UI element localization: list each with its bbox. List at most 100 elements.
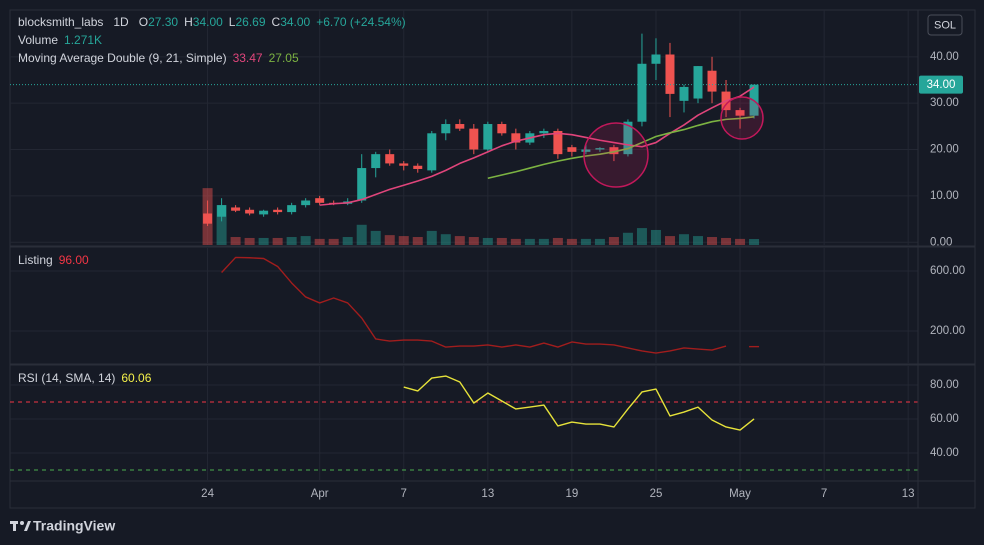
volume-bar (707, 237, 718, 245)
indicator-line (221, 256, 727, 354)
volume-bar (566, 238, 577, 245)
legend-part: Moving Average Double (9, 21, Simple) (18, 51, 227, 65)
x-tick-label: 7 (821, 488, 827, 500)
volume-bar (426, 230, 437, 245)
legend-part: 60.06 (121, 371, 151, 385)
candle-body (385, 154, 395, 164)
volume-bar (496, 237, 507, 245)
volume-bar (636, 228, 647, 245)
indicator-legend: RSI (14, SMA, 14) 60.06 (18, 371, 152, 385)
volume-bar (440, 234, 451, 245)
candle-body (497, 124, 507, 134)
x-tick-label: 19 (565, 488, 578, 500)
indicator-legend: Listing 96.00 (18, 253, 89, 267)
volume-bar (258, 237, 269, 245)
candle-body (441, 124, 451, 134)
y-tick-label: 20.00 (930, 144, 959, 156)
currency: SOL (934, 19, 956, 31)
volume-bar (693, 236, 704, 245)
volume-bar (342, 237, 353, 245)
brand: TradingView (33, 518, 115, 534)
y-tick-label: 200.00 (930, 325, 965, 337)
y-tick-label: 40.00 (930, 51, 959, 63)
volume-bar (678, 234, 689, 245)
candle-body (371, 154, 381, 169)
legend-part: 34.00 (280, 15, 310, 29)
y-tick-label: 60.00 (930, 413, 959, 425)
legend-part: 1.271K (64, 33, 102, 47)
candle-body (483, 124, 493, 150)
candle-body (609, 147, 619, 155)
candle-body (581, 149, 591, 152)
legend-part: 34.00 (193, 15, 223, 29)
legend-part: C (272, 15, 281, 29)
last-price-label: 34.00 (927, 79, 956, 91)
x-tick-label: 7 (401, 488, 407, 500)
volume-bar (384, 235, 395, 245)
volume-bar (749, 239, 760, 245)
indicator-line (403, 375, 755, 431)
highlight-circle (583, 122, 649, 188)
legend-part: Volume (18, 33, 58, 47)
legend-part: 96.00 (59, 253, 89, 267)
last-price-badge (919, 75, 963, 94)
candle-body (511, 133, 521, 143)
x-tick-label: 13 (902, 488, 915, 500)
volume-bar (650, 229, 661, 245)
volume-bar (622, 232, 633, 245)
legend-part: RSI (14, SMA, 14) (18, 371, 115, 385)
candle-body (245, 209, 255, 214)
legend-part: +6.70 (+24.54%) (316, 15, 405, 29)
volume-bar (608, 237, 619, 245)
candle-body (427, 133, 437, 171)
candle-body (567, 147, 577, 152)
chart-frame (9, 9, 976, 509)
candle-body (413, 165, 423, 169)
x-tick-label: 25 (650, 488, 663, 500)
candle-body (455, 124, 465, 129)
candle-body (665, 54, 675, 94)
volume-bar (272, 237, 283, 245)
y-tick-label: 30.00 (930, 97, 959, 109)
brand-logo (10, 521, 31, 531)
candle-body (259, 210, 269, 215)
legend-part: 26.69 (235, 15, 265, 29)
volume-bar (482, 237, 493, 245)
candle-body (315, 198, 325, 203)
candle-body (273, 209, 283, 213)
candle-body (693, 66, 703, 99)
volume-bar (538, 238, 549, 245)
x-tick-label: Apr (311, 488, 329, 500)
legend-part: blocksmith_labs (18, 15, 103, 29)
volume-bar (468, 237, 479, 245)
y-tick-label: 600.00 (930, 265, 965, 277)
candle-body (707, 70, 717, 92)
volume-bar (370, 230, 381, 245)
y-tick-label: 10.00 (930, 190, 959, 202)
candle-body (203, 213, 213, 224)
legend-part: 33.47 (233, 51, 263, 65)
candle-body (231, 207, 241, 211)
legend-part: Listing (18, 253, 53, 267)
volume-bar (286, 237, 297, 245)
candle-body (217, 205, 227, 217)
currency-badge[interactable] (927, 14, 963, 36)
candle-body (735, 110, 745, 116)
legend-part: H (184, 15, 193, 29)
indicator-legend: Moving Average Double (9, 21, Simple) 33.… (18, 51, 299, 65)
x-tick-label: 24 (201, 488, 214, 500)
candle-body (651, 54, 661, 64)
candle-body (539, 130, 549, 134)
candle-body (637, 63, 647, 122)
x-tick-label: 13 (481, 488, 494, 500)
volume-bar (398, 236, 409, 245)
volume-bar (454, 236, 465, 245)
candle-body (679, 86, 689, 101)
volume-bar (580, 238, 591, 245)
moving-average-line (487, 116, 755, 180)
volume-bar (721, 237, 732, 245)
volume-bar (594, 238, 605, 245)
candle-body (357, 168, 367, 201)
header-legend: blocksmith_labs 1D O27.30 H34.00 L26.69 C34.0… (18, 15, 406, 29)
